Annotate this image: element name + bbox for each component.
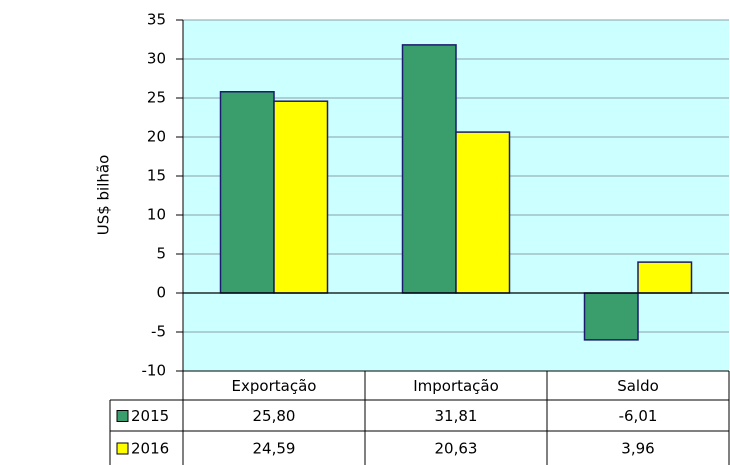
y-tick-label: -5 bbox=[151, 323, 166, 341]
value-label: 3,96 bbox=[621, 440, 654, 458]
bar bbox=[455, 131, 511, 294]
bar bbox=[583, 292, 639, 341]
y-tick-label: -10 bbox=[142, 362, 167, 380]
y-tick-label: 20 bbox=[147, 128, 166, 146]
x-tick-label: Exportação bbox=[232, 377, 317, 395]
bar bbox=[273, 100, 329, 294]
value-label: 25,80 bbox=[253, 407, 296, 425]
y-tick-label: 10 bbox=[147, 206, 166, 224]
y-tick-label: 30 bbox=[147, 50, 166, 68]
legend-swatch bbox=[116, 410, 129, 422]
bar bbox=[219, 91, 275, 294]
value-label: 20,63 bbox=[435, 440, 478, 458]
value-label: 31,81 bbox=[435, 407, 478, 425]
x-tick-label: Importação bbox=[413, 377, 499, 395]
bar bbox=[637, 261, 693, 294]
value-label: -6,01 bbox=[619, 407, 658, 425]
y-tick-label: 35 bbox=[147, 11, 166, 29]
y-tick-label: 15 bbox=[147, 167, 166, 185]
y-tick-label: 5 bbox=[156, 245, 166, 263]
y-tick-label: 25 bbox=[147, 89, 166, 107]
y-tick-label: 0 bbox=[156, 284, 166, 302]
legend-label: 2016 bbox=[131, 440, 169, 458]
y-axis-label: US$ bilhão bbox=[95, 155, 113, 236]
legend-label: 2015 bbox=[131, 407, 169, 425]
x-tick-label: Saldo bbox=[617, 377, 659, 395]
value-label: 24,59 bbox=[253, 440, 296, 458]
bar bbox=[401, 44, 457, 294]
legend-swatch bbox=[116, 442, 129, 455]
